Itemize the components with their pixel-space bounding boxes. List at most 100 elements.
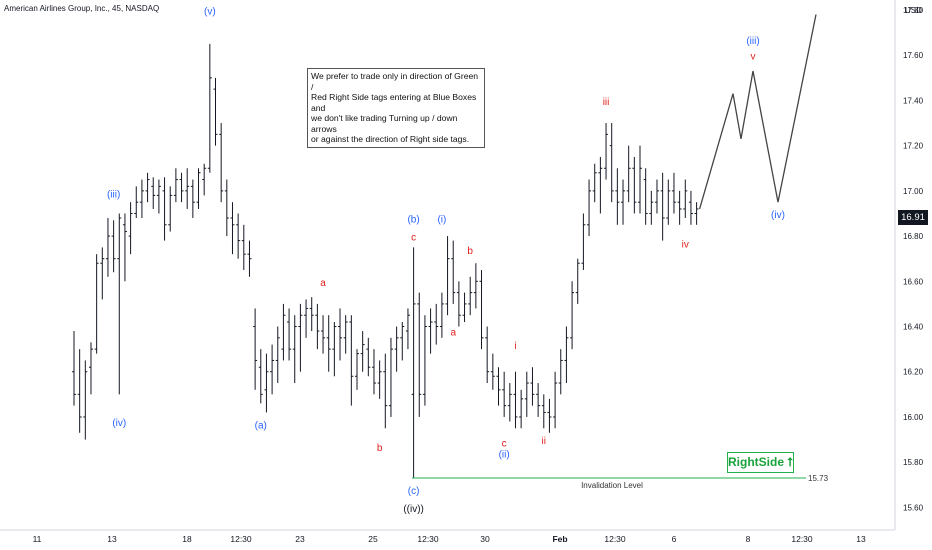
ohlc-bar — [338, 308, 343, 361]
ohlc-bar — [468, 276, 473, 316]
ohlc-bar — [643, 168, 648, 225]
note-line: we don't like trading Turning up / down … — [311, 113, 458, 134]
wave-label: b — [377, 443, 383, 454]
ohlc-bar — [530, 367, 535, 406]
ohlc-bar — [473, 263, 478, 309]
ohlc-bar — [541, 394, 546, 429]
ohlc-bar — [156, 179, 161, 214]
wave-label: (iv) — [771, 210, 785, 221]
ohlc-bar — [236, 213, 241, 259]
ohlc-bar — [162, 177, 167, 241]
ohlc-bar — [241, 224, 246, 270]
ohlc-bar — [298, 303, 303, 372]
ohlc-bar — [207, 43, 212, 173]
ohlc-bar — [366, 337, 371, 377]
ohlc-bar — [343, 315, 348, 354]
price-tick: 17.80 — [903, 6, 924, 15]
price-tick: 16.60 — [903, 277, 924, 286]
ohlc-bar — [445, 236, 450, 316]
ohlc-bar — [564, 326, 569, 384]
currency-label: USD — [905, 6, 922, 15]
current-price-tag: 16.91 — [898, 210, 928, 225]
projection-line — [698, 14, 817, 210]
ohlc-bar — [405, 308, 410, 350]
ohlc-bar — [434, 303, 439, 345]
ohlc-bar — [688, 190, 693, 225]
price-tick: 15.60 — [903, 503, 924, 512]
time-tick: 30 — [480, 534, 490, 544]
wave-label: iii — [603, 97, 610, 108]
time-tick: Feb — [552, 534, 567, 544]
time-tick: 13 — [107, 534, 117, 544]
wave-label: ii — [542, 436, 546, 447]
ohlc-bar — [122, 213, 127, 282]
wave-label: (iv) — [112, 418, 126, 429]
invalidation-value: 15.73 — [808, 474, 829, 483]
note-line: or against the direction of Right side t… — [311, 134, 470, 144]
price-tick: 17.60 — [903, 51, 924, 60]
ohlc-bar — [383, 353, 388, 429]
wave-label: iv — [682, 239, 689, 250]
ohlc-bar — [536, 383, 541, 417]
ohlc-bar — [654, 179, 659, 214]
ohlc-bar — [671, 172, 676, 214]
price-tick: 16.20 — [903, 368, 924, 377]
wave-label: (v) — [204, 7, 216, 18]
ohlc-bar — [575, 258, 580, 304]
ohlc-bar — [694, 202, 699, 225]
price-tick: 17.40 — [903, 96, 924, 105]
ohlc-bar — [72, 331, 76, 406]
ohlc-bar — [485, 326, 490, 384]
ohlc-bar — [292, 315, 297, 384]
ohlc-bar — [145, 172, 150, 203]
wave-label: (c) — [408, 486, 420, 497]
ohlc-bar — [371, 349, 376, 395]
time-axis[interactable]: 11 13 18 12:30 23 25 12:30 30 Feb 12:30 6 8 12:30 13 — [0, 529, 895, 544]
ohlc-bar — [507, 383, 512, 422]
ohlc-bar — [490, 353, 495, 390]
ohlc-bar — [185, 168, 190, 209]
ohlc-bar — [615, 168, 620, 225]
wave-labels: ((iii))(v)(iii)(iv)(a)ab(b)c(c)((iv))(i)… — [107, 7, 785, 515]
ohlc-bar — [428, 308, 433, 354]
wave-label: i — [514, 341, 516, 352]
wave-label: (i) — [437, 215, 446, 226]
ohlc-bar — [451, 240, 456, 304]
ohlc-bar — [388, 337, 393, 417]
ohlc-bar — [100, 247, 105, 300]
wave-label: ((iv)) — [403, 504, 424, 515]
invalidation-label: Invalidation Level — [581, 481, 643, 490]
ohlc-bar — [479, 270, 484, 350]
ohlc-bar — [587, 179, 592, 237]
ohlc-bar — [377, 360, 382, 399]
time-tick: 6 — [672, 534, 677, 544]
ohlc-bar — [355, 349, 359, 390]
ohlc-bar — [139, 179, 144, 218]
ohlc-bar — [394, 326, 399, 372]
projection-path — [698, 14, 817, 210]
wave-label: c — [411, 233, 416, 244]
ohlc-bar — [173, 168, 178, 203]
ohlc-bar — [513, 371, 518, 429]
ohlc-bar — [496, 367, 501, 406]
ohlc-bar — [258, 349, 263, 404]
ohlc-bar — [304, 299, 309, 338]
ohlc-bar — [275, 326, 280, 384]
ohlc-bar — [77, 349, 82, 433]
ohlc-bar — [570, 281, 575, 350]
right-side-tag: RightSide ⭡ — [727, 452, 794, 473]
ohlc-bar — [219, 123, 224, 203]
price-tick: 16.80 — [903, 232, 924, 241]
wave-label: (b) — [407, 215, 419, 226]
ohlc-bar — [134, 186, 139, 218]
note-line: We prefer to trade only in direction of … — [311, 71, 479, 92]
ohlc-bar — [230, 202, 235, 255]
ohlc-bar — [315, 303, 320, 350]
wave-label: a — [450, 328, 456, 339]
ohlc-bar — [558, 349, 563, 395]
ohlc-bar — [598, 156, 603, 214]
invalidation-line: Invalidation Level 15.73 — [412, 474, 829, 490]
ohlc-bar — [524, 371, 529, 417]
